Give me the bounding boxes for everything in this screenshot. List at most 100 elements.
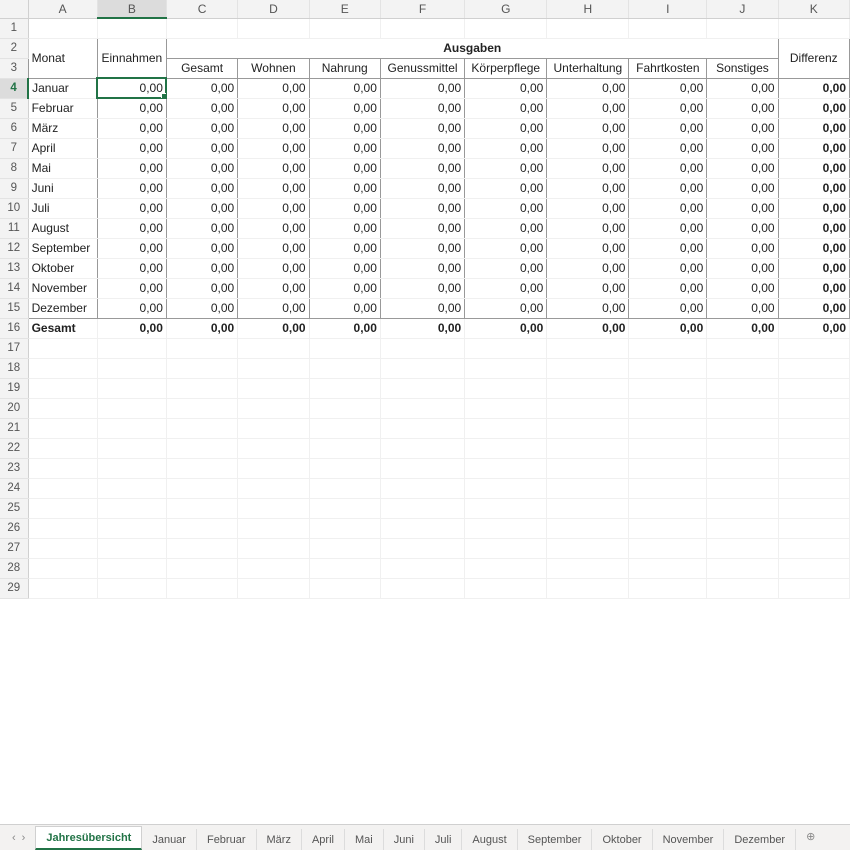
cell[interactable] — [166, 538, 237, 558]
cell[interactable] — [380, 518, 464, 538]
cell-value[interactable]: 0,00 — [309, 78, 380, 98]
cell[interactable] — [547, 538, 629, 558]
cell-value[interactable]: 0,00 — [166, 118, 237, 138]
cell-value[interactable]: 0,00 — [465, 238, 547, 258]
cell[interactable] — [309, 338, 380, 358]
cell[interactable] — [238, 438, 309, 458]
cell[interactable] — [309, 538, 380, 558]
cell[interactable] — [238, 478, 309, 498]
cell[interactable] — [707, 358, 778, 378]
cell-value[interactable]: 0,00 — [309, 178, 380, 198]
cell-value[interactable]: 0,00 — [380, 198, 464, 218]
cell[interactable] — [707, 518, 778, 538]
row-header[interactable]: 3 — [0, 58, 28, 78]
cell-value[interactable]: 0,00 — [707, 238, 778, 258]
cell[interactable] — [97, 378, 166, 398]
tab-prev-icon[interactable]: ‹ — [12, 832, 16, 844]
cell[interactable] — [547, 18, 629, 38]
cell-value[interactable]: 0,00 — [629, 278, 707, 298]
sheet-tab[interactable]: Juni — [384, 829, 425, 850]
cell[interactable] — [778, 438, 849, 458]
cell[interactable] — [97, 338, 166, 358]
cell-value[interactable]: 0,00 — [97, 278, 166, 298]
cell[interactable] — [380, 538, 464, 558]
cell[interactable] — [380, 458, 464, 478]
row-header[interactable]: 13 — [0, 258, 28, 278]
row-header[interactable]: 5 — [0, 98, 28, 118]
cell-value[interactable]: 0,00 — [380, 218, 464, 238]
cell-value[interactable]: 0,00 — [380, 178, 464, 198]
cell-value[interactable]: 0,00 — [547, 158, 629, 178]
cell[interactable] — [547, 418, 629, 438]
cell-value[interactable]: 0,00 — [778, 298, 849, 318]
cell-value[interactable]: 0,00 — [380, 298, 464, 318]
cell-value[interactable]: 0,00 — [465, 78, 547, 98]
cell-value[interactable]: 0,00 — [166, 218, 237, 238]
cell[interactable] — [97, 398, 166, 418]
cell-value[interactable]: 0,00 — [778, 158, 849, 178]
cell[interactable] — [166, 398, 237, 418]
cell[interactable] — [547, 478, 629, 498]
cell-value[interactable]: 0,00 — [629, 78, 707, 98]
cell-value[interactable]: 0,00 — [547, 238, 629, 258]
cell-month[interactable]: Februar — [28, 98, 97, 118]
cell[interactable] — [28, 418, 97, 438]
cell[interactable] — [707, 458, 778, 478]
cell[interactable] — [547, 338, 629, 358]
cell-value[interactable]: 0,00 — [97, 198, 166, 218]
cell[interactable] — [238, 418, 309, 438]
cell[interactable] — [166, 438, 237, 458]
cell-value[interactable]: 0,00 — [547, 298, 629, 318]
cell-value[interactable]: 0,00 — [166, 138, 237, 158]
header-differenz[interactable]: Differenz — [778, 38, 849, 78]
cell-value[interactable]: 0,00 — [238, 198, 309, 218]
cell-value[interactable]: 0,00 — [309, 278, 380, 298]
cell[interactable] — [28, 338, 97, 358]
cell-value[interactable]: 0,00 — [309, 138, 380, 158]
row-header[interactable]: 6 — [0, 118, 28, 138]
cell-value[interactable]: 0,00 — [238, 178, 309, 198]
sheet-tab[interactable]: August — [462, 829, 517, 850]
cell-value[interactable]: 0,00 — [629, 298, 707, 318]
cell-value[interactable]: 0,00 — [465, 198, 547, 218]
cell-value[interactable]: 0,00 — [380, 118, 464, 138]
cell-month[interactable]: März — [28, 118, 97, 138]
cell-month[interactable]: Mai — [28, 158, 97, 178]
cell-value[interactable]: 0,00 — [97, 298, 166, 318]
cell[interactable] — [238, 538, 309, 558]
cell-month[interactable]: April — [28, 138, 97, 158]
cell-value[interactable]: 0,00 — [238, 218, 309, 238]
cell[interactable] — [309, 458, 380, 478]
cell[interactable] — [707, 478, 778, 498]
cell[interactable] — [778, 18, 849, 38]
cell[interactable] — [629, 558, 707, 578]
row-header[interactable]: 22 — [0, 438, 28, 458]
cell-value[interactable]: 0,00 — [380, 138, 464, 158]
cell[interactable] — [238, 558, 309, 578]
cell[interactable] — [778, 558, 849, 578]
cell-value[interactable]: 0,00 — [547, 98, 629, 118]
cell[interactable] — [166, 498, 237, 518]
cell-month[interactable]: Juli — [28, 198, 97, 218]
cell[interactable] — [547, 358, 629, 378]
cell[interactable] — [465, 498, 547, 518]
cell-value[interactable]: 0,00 — [166, 278, 237, 298]
cell[interactable] — [380, 338, 464, 358]
cell[interactable] — [309, 18, 380, 38]
sheet-tab[interactable]: März — [257, 829, 302, 850]
sheet-tab[interactable]: September — [518, 829, 593, 850]
cell-value[interactable]: 0,00 — [97, 98, 166, 118]
header-monat[interactable]: Monat — [28, 38, 97, 78]
cell-value[interactable]: 0,00 — [547, 118, 629, 138]
cell[interactable] — [28, 18, 97, 38]
cell[interactable] — [547, 458, 629, 478]
cell[interactable] — [629, 518, 707, 538]
cell-value[interactable]: 0,00 — [547, 138, 629, 158]
cell[interactable] — [238, 458, 309, 478]
cell[interactable] — [238, 338, 309, 358]
cell[interactable] — [238, 498, 309, 518]
cell-value[interactable]: 0,00 — [465, 138, 547, 158]
cell[interactable] — [380, 418, 464, 438]
cell[interactable] — [547, 438, 629, 458]
cell[interactable] — [28, 518, 97, 538]
